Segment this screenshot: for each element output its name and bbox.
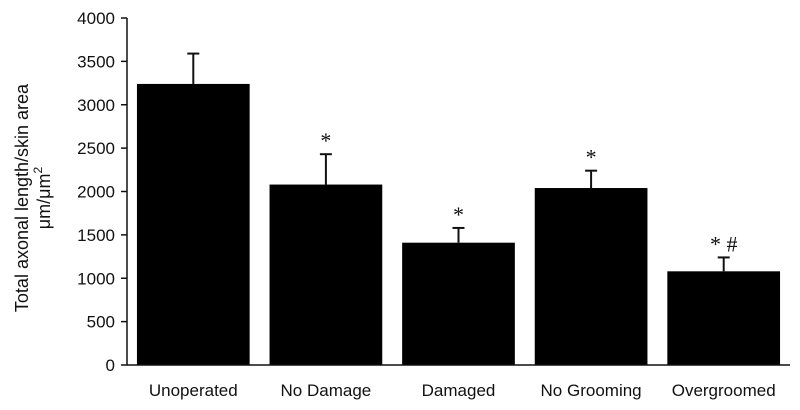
x-category-label: Unoperated xyxy=(149,381,238,400)
significance-marks-group: * * * * # xyxy=(320,128,737,256)
y-axis-title-group: Total axonal length/skin area μm/μm2 xyxy=(12,83,54,312)
bar-no-damage xyxy=(269,184,383,365)
x-category-label: Damaged xyxy=(422,381,496,400)
x-category-label: No Damage xyxy=(281,381,372,400)
y-axis-unit-superscript: 2 xyxy=(31,166,45,173)
y-tick-label: 2000 xyxy=(77,183,115,202)
y-tick-label: 4000 xyxy=(77,9,115,28)
y-axis-unit: μm/μm2 xyxy=(31,166,54,229)
x-category-label: No Grooming xyxy=(541,381,642,400)
bar-overgroomed xyxy=(667,271,781,365)
significance-mark: * xyxy=(586,145,597,170)
y-tick-label: 3500 xyxy=(77,52,115,71)
y-axis-title: Total axonal length/skin area xyxy=(12,83,32,312)
error-bars-group xyxy=(187,52,730,272)
y-tick-label: 500 xyxy=(87,313,115,332)
x-category-label: Overgroomed xyxy=(672,381,776,400)
bar-damaged xyxy=(402,242,515,365)
y-axis-ticks: 0 500 1000 1500 2000 2500 3000 3500 4000 xyxy=(77,9,127,375)
bars-group xyxy=(136,83,781,366)
y-axis-unit-base: μm/μm xyxy=(34,173,54,229)
significance-mark: * xyxy=(453,202,464,227)
significance-mark: * # xyxy=(710,231,738,256)
y-tick-label: 3000 xyxy=(77,96,115,115)
y-tick-label: 1000 xyxy=(77,269,115,288)
bar-unoperated xyxy=(136,83,250,366)
x-axis-labels: Unoperated No Damage Damaged No Grooming Ove… xyxy=(149,381,776,400)
y-tick-label: 0 xyxy=(106,356,115,375)
y-tick-label: 2500 xyxy=(77,139,115,158)
y-tick-label: 1500 xyxy=(77,226,115,245)
significance-mark: * xyxy=(320,128,331,153)
bar-no-grooming xyxy=(534,188,648,365)
